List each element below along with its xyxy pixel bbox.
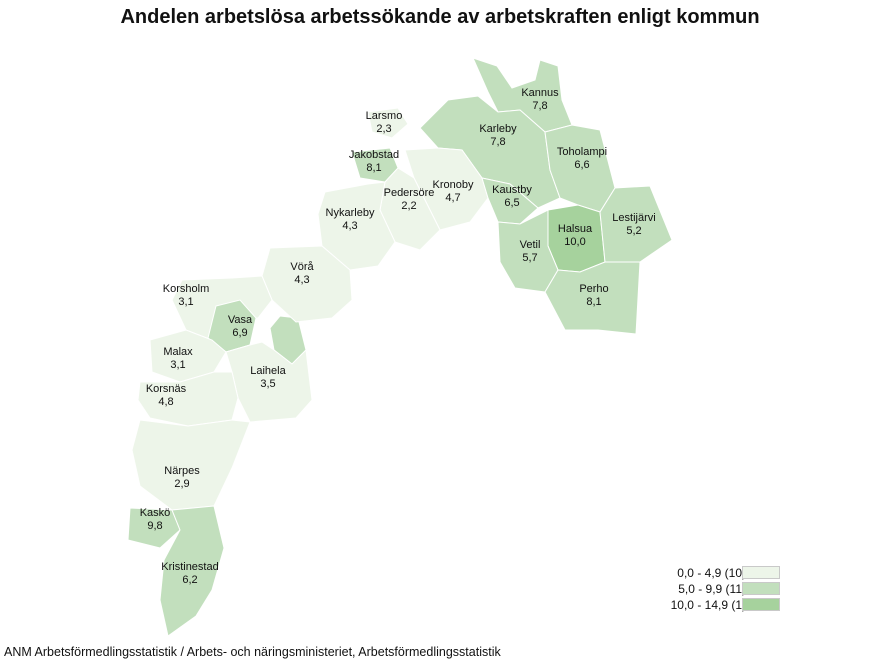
- legend-swatch-low: [742, 566, 780, 579]
- legend-label-low: 0,0 - 4,9 (10): [677, 566, 746, 580]
- legend-label-high: 10,0 - 14,9 (1): [670, 598, 746, 612]
- legend-swatch-mid: [742, 582, 780, 595]
- label-name-malax: Malax: [163, 346, 193, 358]
- label-name-vetil: Vetil: [520, 239, 541, 251]
- label-name-korsnas: Korsnäs: [146, 383, 187, 395]
- region-larsmo: [367, 107, 409, 139]
- label-value-kristinestad: 6,2: [182, 574, 197, 586]
- region-narpes: [131, 419, 251, 511]
- legend-row-high: 10,0 - 14,9 (1): [610, 597, 790, 613]
- label-value-lestijarvi: 5,2: [626, 225, 641, 237]
- label-name-jakobstad: Jakobstad: [349, 149, 399, 161]
- label-value-vora: 4,3: [294, 274, 309, 286]
- label-name-pedersore: Pedersöre: [384, 187, 435, 199]
- label-value-karleby: 7,8: [490, 136, 505, 148]
- label-name-kronoby: Kronoby: [433, 179, 474, 191]
- region-lestijarvi: [599, 185, 673, 263]
- label-value-vetil: 5,7: [522, 252, 537, 264]
- region-nykarleby: [317, 181, 396, 271]
- label-name-korsholm: Korsholm: [163, 283, 209, 295]
- label-name-vasa: Vasa: [228, 314, 253, 326]
- label-value-laihela: 3,5: [260, 378, 275, 390]
- map-legend: 0,0 - 4,9 (10) 5,0 - 9,9 (11) 10,0 - 14,…: [610, 565, 790, 613]
- label-value-kasko: 9,8: [147, 520, 162, 532]
- label-value-kronoby: 4,7: [445, 192, 460, 204]
- label-value-halsua: 10,0: [564, 236, 585, 248]
- source-note: ANM Arbetsförmedlingsstatistik / Arbets-…: [4, 645, 501, 659]
- label-value-malax: 3,1: [170, 359, 185, 371]
- label-value-pedersore: 2,2: [401, 200, 416, 212]
- region-perho: [544, 261, 641, 335]
- label-name-halsua: Halsua: [558, 223, 593, 235]
- label-value-jakobstad: 8,1: [366, 162, 381, 174]
- label-name-nykarleby: Nykarleby: [326, 207, 375, 219]
- label-name-narpes: Närpes: [164, 465, 200, 477]
- legend-row-low: 0,0 - 4,9 (10): [610, 565, 790, 581]
- label-name-kasko: Kaskö: [140, 507, 171, 519]
- region-kasko: [127, 507, 181, 549]
- legend-label-mid: 5,0 - 9,9 (11): [678, 582, 746, 596]
- legend-swatch-high: [742, 598, 780, 611]
- label-value-kaustby: 6,5: [504, 197, 519, 209]
- label-value-vasa: 6,9: [232, 327, 247, 339]
- label-name-kristinestad: Kristinestad: [161, 561, 218, 573]
- region-malax: [149, 329, 227, 383]
- region-kristinestad: [159, 505, 225, 637]
- label-name-larsmo: Larsmo: [366, 110, 403, 122]
- label-name-laihela: Laihela: [250, 365, 286, 377]
- legend-row-mid: 5,0 - 9,9 (11): [610, 581, 790, 597]
- label-value-kannus: 7,8: [532, 100, 547, 112]
- label-value-nykarleby: 4,3: [342, 220, 357, 232]
- label-value-narpes: 2,9: [174, 478, 189, 490]
- label-name-perho: Perho: [579, 283, 608, 295]
- label-name-kaustby: Kaustby: [492, 184, 532, 196]
- label-value-korsholm: 3,1: [178, 296, 193, 308]
- label-value-perho: 8,1: [586, 296, 601, 308]
- label-value-larsmo: 2,3: [376, 123, 391, 135]
- label-name-karleby: Karleby: [479, 123, 517, 135]
- label-name-lestijarvi: Lestijärvi: [612, 212, 655, 224]
- label-name-kannus: Kannus: [521, 87, 559, 99]
- map-title: Andelen arbetslösa arbetssökande av arbe…: [120, 6, 760, 28]
- label-name-toholampi: Toholampi: [557, 146, 607, 158]
- label-value-korsnas: 4,8: [158, 396, 173, 408]
- label-value-toholampi: 6,6: [574, 159, 589, 171]
- label-name-vora: Vörå: [290, 261, 314, 273]
- region-korsnas: [137, 371, 239, 427]
